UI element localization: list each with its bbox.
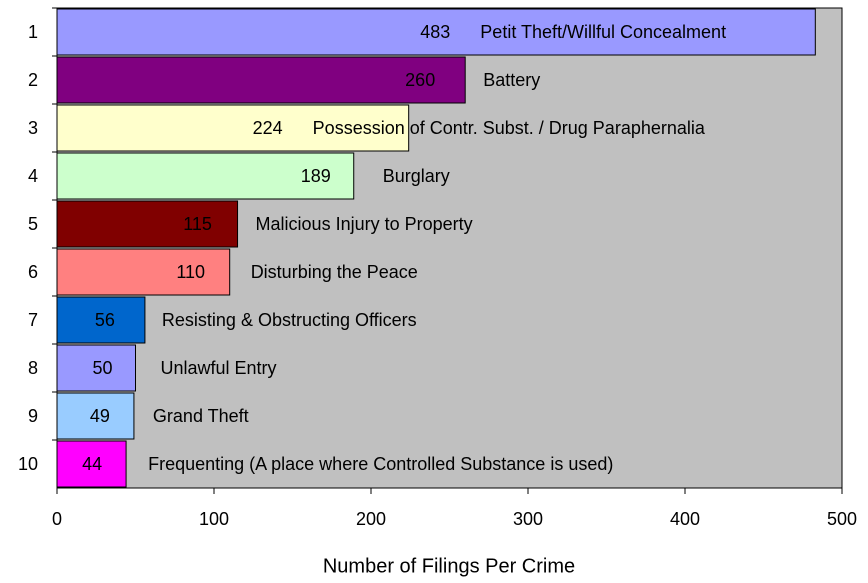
- bar: [56, 344, 136, 392]
- bar-annotation: Possession of Contr. Subst. / Drug Parap…: [313, 118, 706, 138]
- value-label: 260: [405, 70, 435, 90]
- bar-annotation: Resisting & Obstructing Officers: [162, 310, 417, 330]
- y-tick-label: 3: [28, 118, 38, 138]
- x-axis-title: Number of Filings Per Crime: [323, 555, 575, 577]
- bar-annotation: Frequenting (A place where Controlled Su…: [148, 454, 613, 474]
- bar: [56, 248, 231, 296]
- bar: [56, 440, 127, 488]
- y-tick-label: 8: [28, 358, 38, 378]
- y-tick-label: 6: [28, 262, 38, 282]
- bar-annotation: Unlawful Entry: [161, 358, 277, 378]
- value-label: 44: [82, 454, 102, 474]
- x-tick-label: 500: [827, 509, 857, 529]
- x-tick-label: 0: [52, 509, 62, 529]
- value-label: 56: [95, 310, 115, 330]
- bar: [56, 104, 410, 152]
- bar: [56, 8, 816, 56]
- bar: [56, 152, 355, 200]
- bar-annotation: Petit Theft/Willful Concealment: [480, 22, 726, 42]
- y-tick-label: 10: [18, 454, 38, 474]
- y-tick-label: 4: [28, 166, 38, 186]
- value-label: 189: [301, 166, 331, 186]
- value-label: 115: [183, 214, 212, 234]
- y-tick-label: 7: [28, 310, 38, 330]
- value-label: 224: [253, 118, 283, 138]
- x-tick-label: 400: [670, 509, 700, 529]
- value-label: 483: [420, 22, 450, 42]
- bar-annotation: Malicious Injury to Property: [256, 214, 473, 234]
- y-tick-label: 2: [28, 70, 38, 90]
- bar-annotation: Burglary: [383, 166, 450, 186]
- y-tick-label: 1: [28, 22, 38, 42]
- bar: [56, 296, 146, 344]
- bar-annotation: Grand Theft: [153, 406, 249, 426]
- bar-annotation: Battery: [483, 70, 540, 90]
- bar: [56, 56, 466, 104]
- value-label: 49: [90, 406, 110, 426]
- x-tick-label: 300: [513, 509, 543, 529]
- x-tick-label: 200: [356, 509, 386, 529]
- bar-annotation: Disturbing the Peace: [251, 262, 418, 282]
- y-tick-label: 5: [28, 214, 38, 234]
- bar: [56, 200, 239, 248]
- value-label: 50: [92, 358, 112, 378]
- value-label: 110: [176, 262, 205, 282]
- x-tick-label: 100: [199, 509, 229, 529]
- y-tick-label: 9: [28, 406, 38, 426]
- bar: [56, 392, 135, 440]
